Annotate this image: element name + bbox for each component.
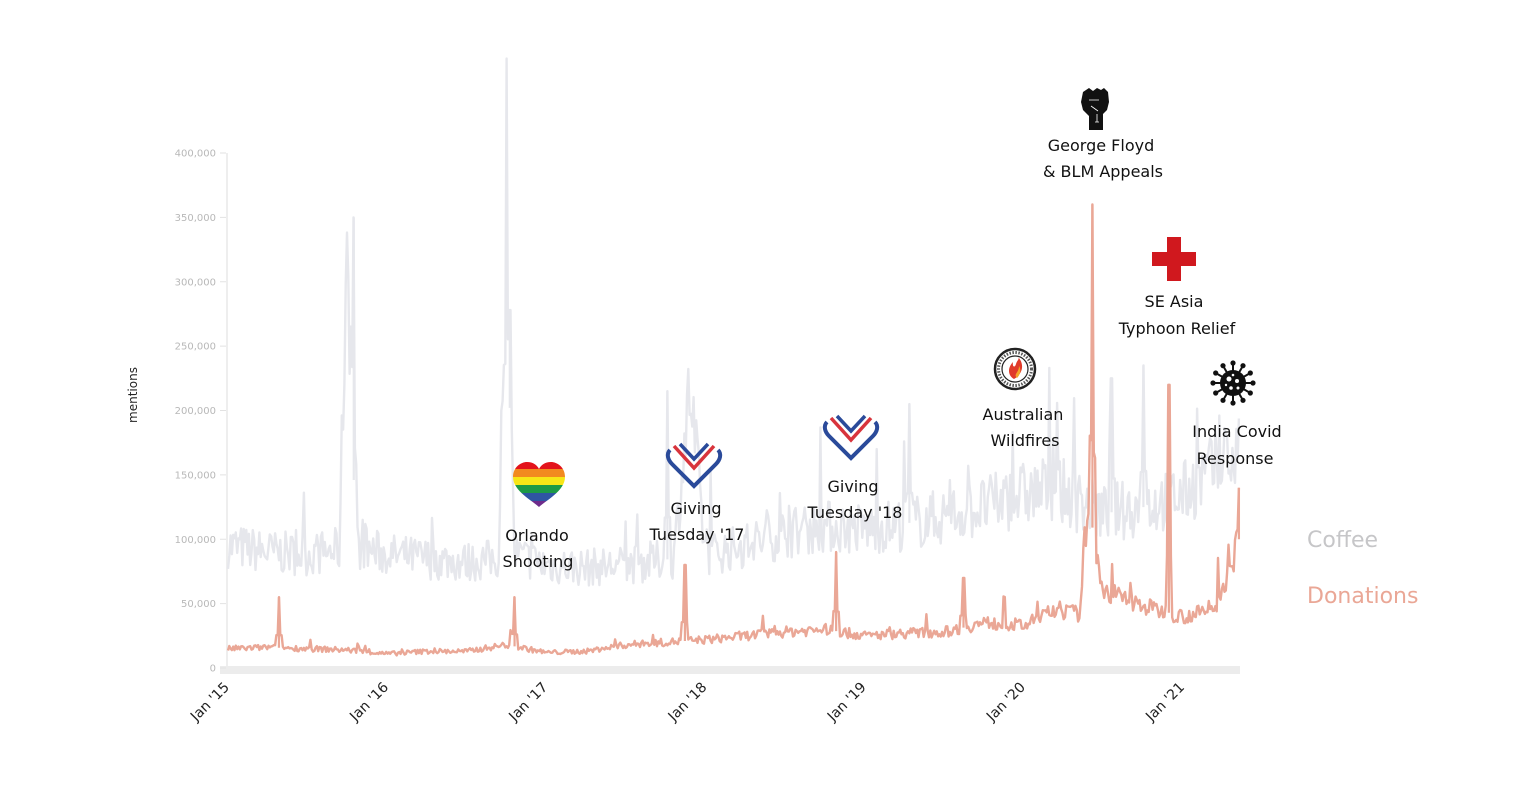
legend-coffee: Coffee [1307, 528, 1378, 553]
annotation-label-line-1: Orlando [505, 526, 569, 545]
annotation-label-line-1: Giving [670, 499, 721, 518]
y-axis-ticks: 0 50,000 100,000 150,000 200,000 250,000 300,0… [175, 149, 226, 675]
y-tick-label: 150,000 [175, 470, 216, 481]
annotation-label-line-1: Australian [983, 405, 1064, 424]
x-axis-band [220, 666, 1240, 674]
series-coffee [226, 57, 1241, 587]
y-axis-label: mentions [126, 367, 140, 423]
y-tick-label: 0 [210, 664, 216, 675]
annotation-giving-tuesday-18: Giving Tuesday '18 [807, 414, 903, 522]
giving-tuesday-heart-icon [822, 414, 880, 461]
x-axis-ticks: Jan '15 Jan '16 Jan '17 Jan '18 Jan '19 Jan '… [187, 679, 1188, 725]
annotation-label-line-2: Tuesday '17 [649, 525, 745, 544]
annotation-label-line-1: SE Asia [1145, 292, 1204, 311]
series-line-coffee [226, 57, 1241, 587]
annotation-giving-tuesday-17: Giving Tuesday '17 [649, 442, 745, 544]
annotation-se-asia-typhoon: SE Asia Typhoon Relief [1118, 237, 1236, 338]
annotation-label-line-2: & BLM Appeals [1043, 162, 1163, 181]
annotation-label-line-2: Wildfires [991, 431, 1060, 450]
annotation-label-line-1: Giving [827, 477, 878, 496]
annotation-india-covid: India Covid Response [1192, 360, 1282, 468]
x-tick-label: Jan '19 [824, 680, 870, 726]
annotation-label-line-2: Response [1197, 449, 1274, 468]
virus-icon [1210, 360, 1256, 406]
x-tick-label: Jan '15 [187, 680, 233, 726]
y-tick-label: 400,000 [175, 149, 216, 160]
y-tick-label: 250,000 [175, 342, 216, 353]
y-tick-label: 200,000 [175, 406, 216, 417]
series-donations [226, 203, 1241, 657]
raised-fist-icon [1081, 88, 1109, 130]
annotation-george-floyd-blm: George Floyd & BLM Appeals [1043, 88, 1163, 181]
y-tick-label: 300,000 [175, 277, 216, 288]
rainbow-heart-icon [513, 462, 565, 507]
x-tick-label: Jan '18 [665, 680, 711, 726]
giving-tuesday-heart-icon [665, 442, 723, 489]
red-cross-icon [1152, 237, 1196, 281]
annotation-label-line-2: Tuesday '18 [807, 503, 903, 522]
annotation-label-line-2: Typhoon Relief [1118, 319, 1236, 338]
annotation-label-line-2: Shooting [503, 552, 574, 571]
legend-donations: Donations [1307, 584, 1418, 609]
series-line-donations [226, 203, 1241, 657]
annotation-label-line-1: George Floyd [1048, 136, 1154, 155]
y-tick-label: 50,000 [181, 599, 216, 610]
x-tick-label: Jan '17 [505, 680, 551, 726]
y-tick-label: 100,000 [175, 535, 216, 546]
y-tick-label: 350,000 [175, 213, 216, 224]
bushfire-foundation-logo-icon [993, 347, 1037, 391]
x-tick-label: Jan '16 [346, 679, 392, 725]
x-tick-label: Jan '20 [983, 680, 1029, 726]
x-tick-label: Jan '21 [1142, 680, 1188, 726]
annotation-australian-wildfires: Australian Wildfires [983, 347, 1064, 450]
annotation-label-line-1: India Covid [1192, 422, 1281, 441]
